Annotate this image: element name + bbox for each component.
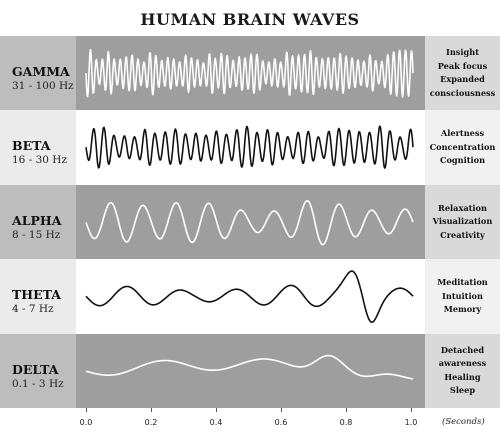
descriptor-text: Alertness <box>440 128 485 139</box>
descriptor-text: Concentration <box>429 141 496 152</box>
axis-tick <box>216 408 217 412</box>
band-name: GAMMA <box>12 64 70 79</box>
descriptor-text: Detached <box>440 344 485 355</box>
wave-panel <box>76 36 425 111</box>
page-title: HUMAN BRAIN WAVES <box>140 10 360 29</box>
descriptor-panel: Detached awareness Healing Sleep <box>425 333 500 408</box>
descriptor-panel: Alertness Concentration Cognition <box>425 110 500 185</box>
axis-tick <box>346 408 347 412</box>
axis-tick-label: 1.0 <box>404 418 418 427</box>
band-name: DELTA <box>12 361 59 377</box>
band-label-panel: BETA 16 - 30 Hz <box>0 110 76 185</box>
descriptor-text: Peak focus <box>437 60 488 71</box>
descriptor-text: Sleep <box>449 385 476 396</box>
descriptor-text: Visualization <box>432 216 493 227</box>
wave-panel <box>76 333 425 408</box>
band-name: THETA <box>12 287 61 303</box>
descriptor-text: Meditation <box>437 277 488 288</box>
wave-panel <box>76 259 425 334</box>
wave-panel <box>76 184 425 260</box>
wave-panel <box>76 110 425 185</box>
waveform-line <box>85 354 414 380</box>
descriptor-panel: Meditation Intuition Memory <box>425 259 500 334</box>
axis-tick-label: 0.8 <box>339 418 353 427</box>
band-name: BETA <box>12 138 51 154</box>
axis-tick-label: 0.4 <box>209 418 223 427</box>
axis-tick <box>151 408 152 412</box>
descriptor-text: Relaxation <box>438 202 487 213</box>
axis-tick <box>86 408 87 412</box>
band-label-panel: DELTA 0.1 - 3 Hz <box>0 333 76 408</box>
waveform-line <box>85 48 414 98</box>
band-alpha: ALPHA 8 - 15 Hz Relaxation Visualization Cre… <box>0 184 500 260</box>
axis-tick <box>411 408 412 412</box>
waveform-line <box>85 199 414 246</box>
waveform-beta <box>85 125 414 170</box>
axis-unit: (Seconds) <box>442 417 485 427</box>
band-frequency-range: 16 - 30 Hz <box>12 154 67 167</box>
descriptor-panel: Insight Peak focus Expanded consciousness <box>425 36 500 111</box>
waveform-delta <box>85 354 414 380</box>
band-label-panel: THETA 4 - 7 Hz <box>0 259 76 334</box>
axis-tick-label: 0.2 <box>144 418 158 427</box>
descriptor-text: consciousness <box>429 87 496 98</box>
descriptor-text: awareness <box>438 358 487 369</box>
descriptor-text: Memory <box>443 304 482 315</box>
band-theta: THETA 4 - 7 Hz Meditation Intuition Memory <box>0 259 500 334</box>
descriptor-text: Expanded <box>440 74 485 85</box>
descriptor-text: Healing <box>444 371 481 382</box>
descriptor-text: Cognition <box>439 155 486 166</box>
descriptor-panel: Relaxation Visualization Creativity <box>425 184 500 260</box>
band-frequency-range: 8 - 15 Hz <box>12 228 61 241</box>
waveform-line <box>85 270 414 324</box>
band-gamma: GAMMA 31 - 100 Hz Insight Peak focus Expande… <box>0 36 500 111</box>
band-beta: BETA 16 - 30 Hz Alertness Concentration Cogn… <box>0 110 500 185</box>
descriptor-text: Intuition <box>442 290 483 301</box>
band-name: ALPHA <box>12 212 62 228</box>
axis-tick <box>281 408 282 412</box>
waveform-line <box>85 125 414 170</box>
band-frequency-range: 4 - 7 Hz <box>12 303 54 316</box>
band-label-panel: GAMMA 31 - 100 Hz <box>0 36 76 111</box>
axis-tick-label: 0.0 <box>79 418 93 427</box>
band-label-panel: ALPHA 8 - 15 Hz <box>0 184 76 260</box>
waveform-alpha <box>85 199 414 246</box>
time-axis: 0.0 0.2 0.4 0.6 0.8 1.0 (Seconds) <box>0 408 500 434</box>
descriptor-text: Creativity <box>440 229 485 240</box>
waveform-gamma <box>85 48 414 98</box>
waveform-theta <box>85 270 414 324</box>
band-delta: DELTA 0.1 - 3 Hz Detached awareness Healing S… <box>0 333 500 408</box>
axis-tick-label: 0.6 <box>274 418 288 427</box>
band-frequency-range: 0.1 - 3 Hz <box>12 377 64 390</box>
band-frequency-range: 31 - 100 Hz <box>12 80 74 92</box>
descriptor-text: Insight <box>446 47 479 58</box>
